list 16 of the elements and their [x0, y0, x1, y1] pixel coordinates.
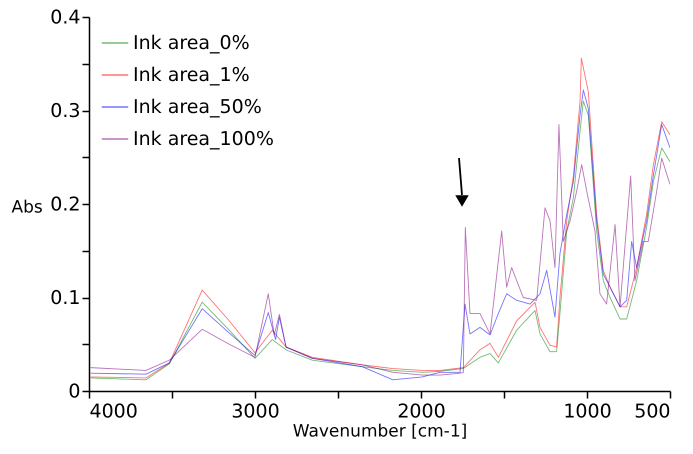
y-tick-label: 0.3 [50, 100, 80, 122]
legend-label: Ink area_50% [133, 96, 262, 118]
x-axis-title: Wavenumber [cm-1] [292, 422, 468, 442]
x-tick-label: 3000 [231, 400, 280, 422]
legend-label: Ink area_0% [133, 32, 250, 54]
x-tick-label: 4000 [90, 400, 138, 422]
x-tick-label: 1000 [563, 400, 612, 422]
x-tick-label: 500 [634, 400, 670, 422]
y-tick-label: 0.2 [50, 194, 80, 216]
y-axis-title: Abs [12, 198, 43, 218]
legend-label: Ink area_100% [133, 128, 274, 150]
y-tick-label: 0.1 [50, 287, 80, 309]
y-tick-label: 0.4 [50, 6, 80, 28]
x-tick-label: 2000 [397, 400, 446, 422]
legend-label: Ink area_1% [133, 64, 250, 86]
y-tick-label: 0 [68, 380, 80, 402]
